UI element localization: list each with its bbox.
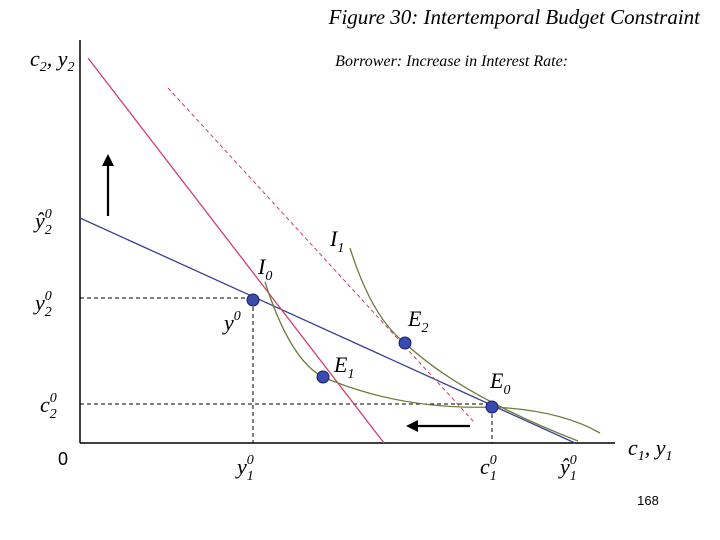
label-part: 0 — [45, 207, 52, 222]
c2-label: c20 — [40, 391, 57, 422]
label-part: 1 — [570, 469, 577, 484]
label-part: 1 — [638, 449, 645, 464]
i1-label: I1 — [329, 226, 344, 256]
compensated-budget-line — [167, 87, 475, 423]
new-budget-line — [87, 57, 385, 444]
y2-hat-label: ŷ20 — [33, 207, 52, 238]
label-part: 0 — [234, 309, 241, 324]
e2-label: E2 — [407, 306, 428, 336]
old-budget-line — [79, 217, 576, 444]
label-part: 2 — [421, 321, 428, 336]
label-part: y — [33, 290, 45, 315]
label-part: I — [257, 254, 267, 279]
label-part: 0 — [503, 383, 510, 398]
label-part: I — [329, 226, 339, 251]
label-part: 0 — [570, 453, 577, 468]
label-part: 1 — [666, 449, 673, 464]
subtitle: Borrower: Increase in Interest Rate: — [335, 53, 568, 70]
label-part: 2 — [50, 407, 57, 422]
y2-label: y20 — [33, 289, 52, 320]
indifference-curve-0 — [264, 281, 601, 434]
x-axis-label: c1, y1 — [628, 435, 673, 464]
page-number: 168 — [637, 493, 659, 508]
arrows — [102, 154, 470, 432]
y1-label: y10 — [235, 453, 254, 484]
label-part: c — [30, 46, 40, 71]
y-axis-label: c2, y2 — [30, 46, 75, 75]
c1-label: c10 — [480, 453, 497, 484]
label-part: 1 — [347, 367, 354, 382]
label-part: 1 — [247, 469, 254, 484]
e1-label: E1 — [333, 352, 354, 382]
label-part: 1 — [337, 241, 344, 256]
label-part: 2 — [45, 223, 52, 238]
label-part: y — [235, 454, 247, 479]
e0-label: E0 — [489, 368, 510, 398]
origin-label: 0 — [58, 449, 68, 469]
i0-label: I0 — [257, 254, 272, 284]
label-part: , y — [47, 46, 68, 71]
label-part: E — [489, 368, 504, 393]
label-part: 2 — [45, 305, 52, 320]
indifference-curve-1 — [349, 247, 579, 442]
label-part: 0 — [50, 391, 57, 406]
label-part: 1 — [490, 469, 497, 484]
label-part: c — [40, 392, 50, 417]
label-part: c — [628, 435, 638, 460]
y1-hat-label: ŷ10 — [558, 453, 577, 484]
label-part: 0 — [247, 453, 254, 468]
label-part: c — [480, 454, 490, 479]
label-part: 2 — [68, 60, 75, 75]
label-part: 2 — [40, 60, 47, 75]
label-part: ŷ — [33, 208, 45, 233]
label-part: E — [333, 352, 348, 377]
guides — [80, 297, 493, 443]
label-part: , y — [645, 435, 666, 460]
y0-label: y0 — [222, 309, 241, 335]
title: Figure 30: Intertemporal Budget Constrai… — [328, 5, 702, 29]
label-part: 0 — [490, 453, 497, 468]
label-part: E — [407, 306, 422, 331]
label-part: 0 — [45, 289, 52, 304]
points — [246, 293, 499, 414]
label-part: 0 — [265, 269, 272, 284]
label-part: ŷ — [558, 454, 570, 479]
label-part: y — [222, 310, 234, 335]
